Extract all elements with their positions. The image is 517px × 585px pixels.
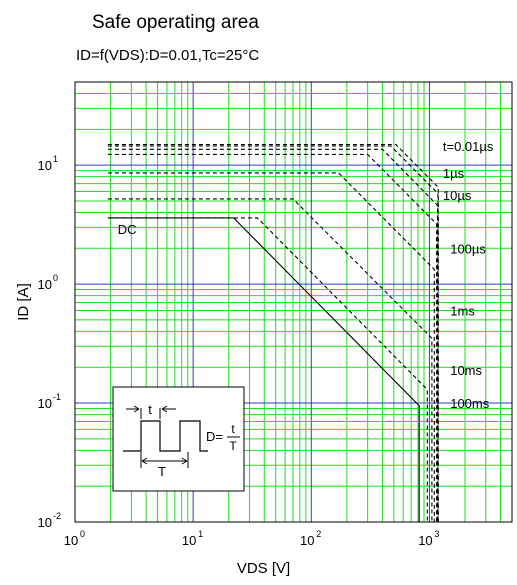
series-line [107, 143, 439, 522]
series-line [107, 217, 428, 522]
pulse-waveform [123, 420, 208, 452]
curve-label: 1ms [450, 303, 475, 318]
y-tick-label: 10 [38, 515, 52, 530]
chart-subtitle: ID=f(VDS):D=0.01,Tc=25°C [76, 47, 259, 64]
x-tick-exponent: 2 [316, 529, 321, 539]
y-tick-exponent: 0 [53, 273, 58, 283]
series-line [107, 172, 435, 522]
x-tick-exponent: 3 [434, 529, 439, 539]
series-line [107, 198, 433, 522]
x-tick-exponent: 0 [80, 529, 85, 539]
T-arrow [141, 457, 188, 465]
t-label: t [148, 402, 152, 417]
inset-box [112, 386, 245, 492]
x-tick-label: 10 [418, 533, 432, 548]
plot-frame [74, 81, 513, 523]
curve-label: 100µs [450, 241, 486, 256]
t-arrow-right [161, 405, 176, 413]
y-tick-exponent: -2 [53, 511, 61, 521]
T-label: T [158, 464, 166, 479]
t-arrow-left [126, 405, 140, 413]
y-tick-label: 10 [38, 277, 52, 292]
curve-label: 10ms [450, 363, 482, 378]
curve-label: t=0.01µs [443, 139, 494, 154]
x-tick-exponent: 1 [198, 529, 203, 539]
y-tick-label: 10 [38, 396, 52, 411]
x-tick-label: 10 [64, 533, 78, 548]
duty-numerator: t [231, 422, 235, 436]
y-tick-exponent: 1 [53, 154, 58, 164]
y-axis-label: ID [A] [15, 283, 32, 321]
x-tick-label: 10 [182, 533, 196, 548]
duty-denominator: T [229, 439, 237, 453]
curve-label: DC [118, 222, 137, 237]
series-line [107, 217, 420, 522]
curve-label: 10µs [443, 188, 472, 203]
y-tick-label: 10 [38, 158, 52, 173]
series-line [107, 153, 438, 522]
curve-label: 1µs [443, 166, 465, 181]
chart-title: Safe operating area [92, 12, 259, 33]
y-tick-exponent: -1 [53, 392, 61, 402]
curve-label: 100ms [450, 396, 490, 411]
x-axis-label: VDS [V] [237, 560, 290, 577]
x-tick-label: 10 [300, 533, 314, 548]
duty-label: D= [206, 429, 223, 444]
